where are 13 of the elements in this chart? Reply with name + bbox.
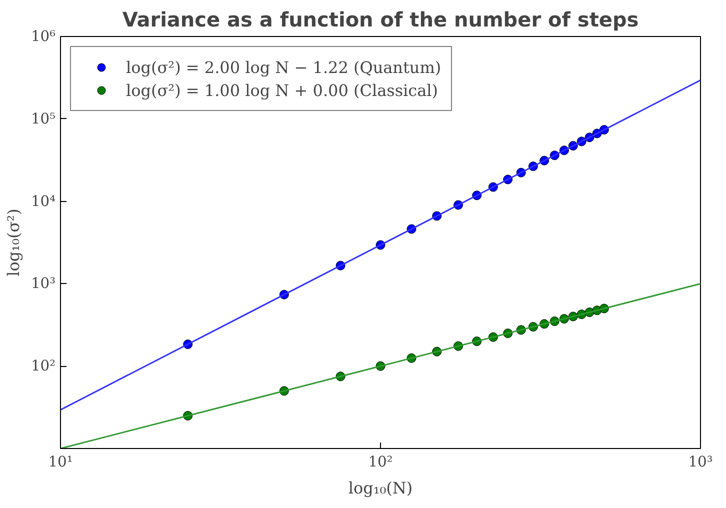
y-axis-title: log₁₀(σ²) <box>4 208 23 276</box>
y-tick-label: 10⁴ <box>30 192 56 210</box>
x-tick-label: 10³ <box>688 454 713 470</box>
y-tick-label: 10² <box>30 358 56 375</box>
y-tick-label: 10³ <box>30 275 56 292</box>
x-tick-label: 10¹ <box>48 454 73 470</box>
chart-title: Variance as a function of the number of steps <box>122 8 639 32</box>
y-tick-label: 10⁶ <box>30 28 56 45</box>
x-tick-label: 10² <box>368 454 393 470</box>
legend-label: log(σ²) = 1.00 log N + 0.00 (Classical) <box>126 80 438 100</box>
legend-label: log(σ²) = 2.00 log N − 1.22 (Quantum) <box>126 58 442 76</box>
y-tick-label: 10⁵ <box>30 110 56 128</box>
x-axis-title: log₁₀(N) <box>348 478 413 498</box>
